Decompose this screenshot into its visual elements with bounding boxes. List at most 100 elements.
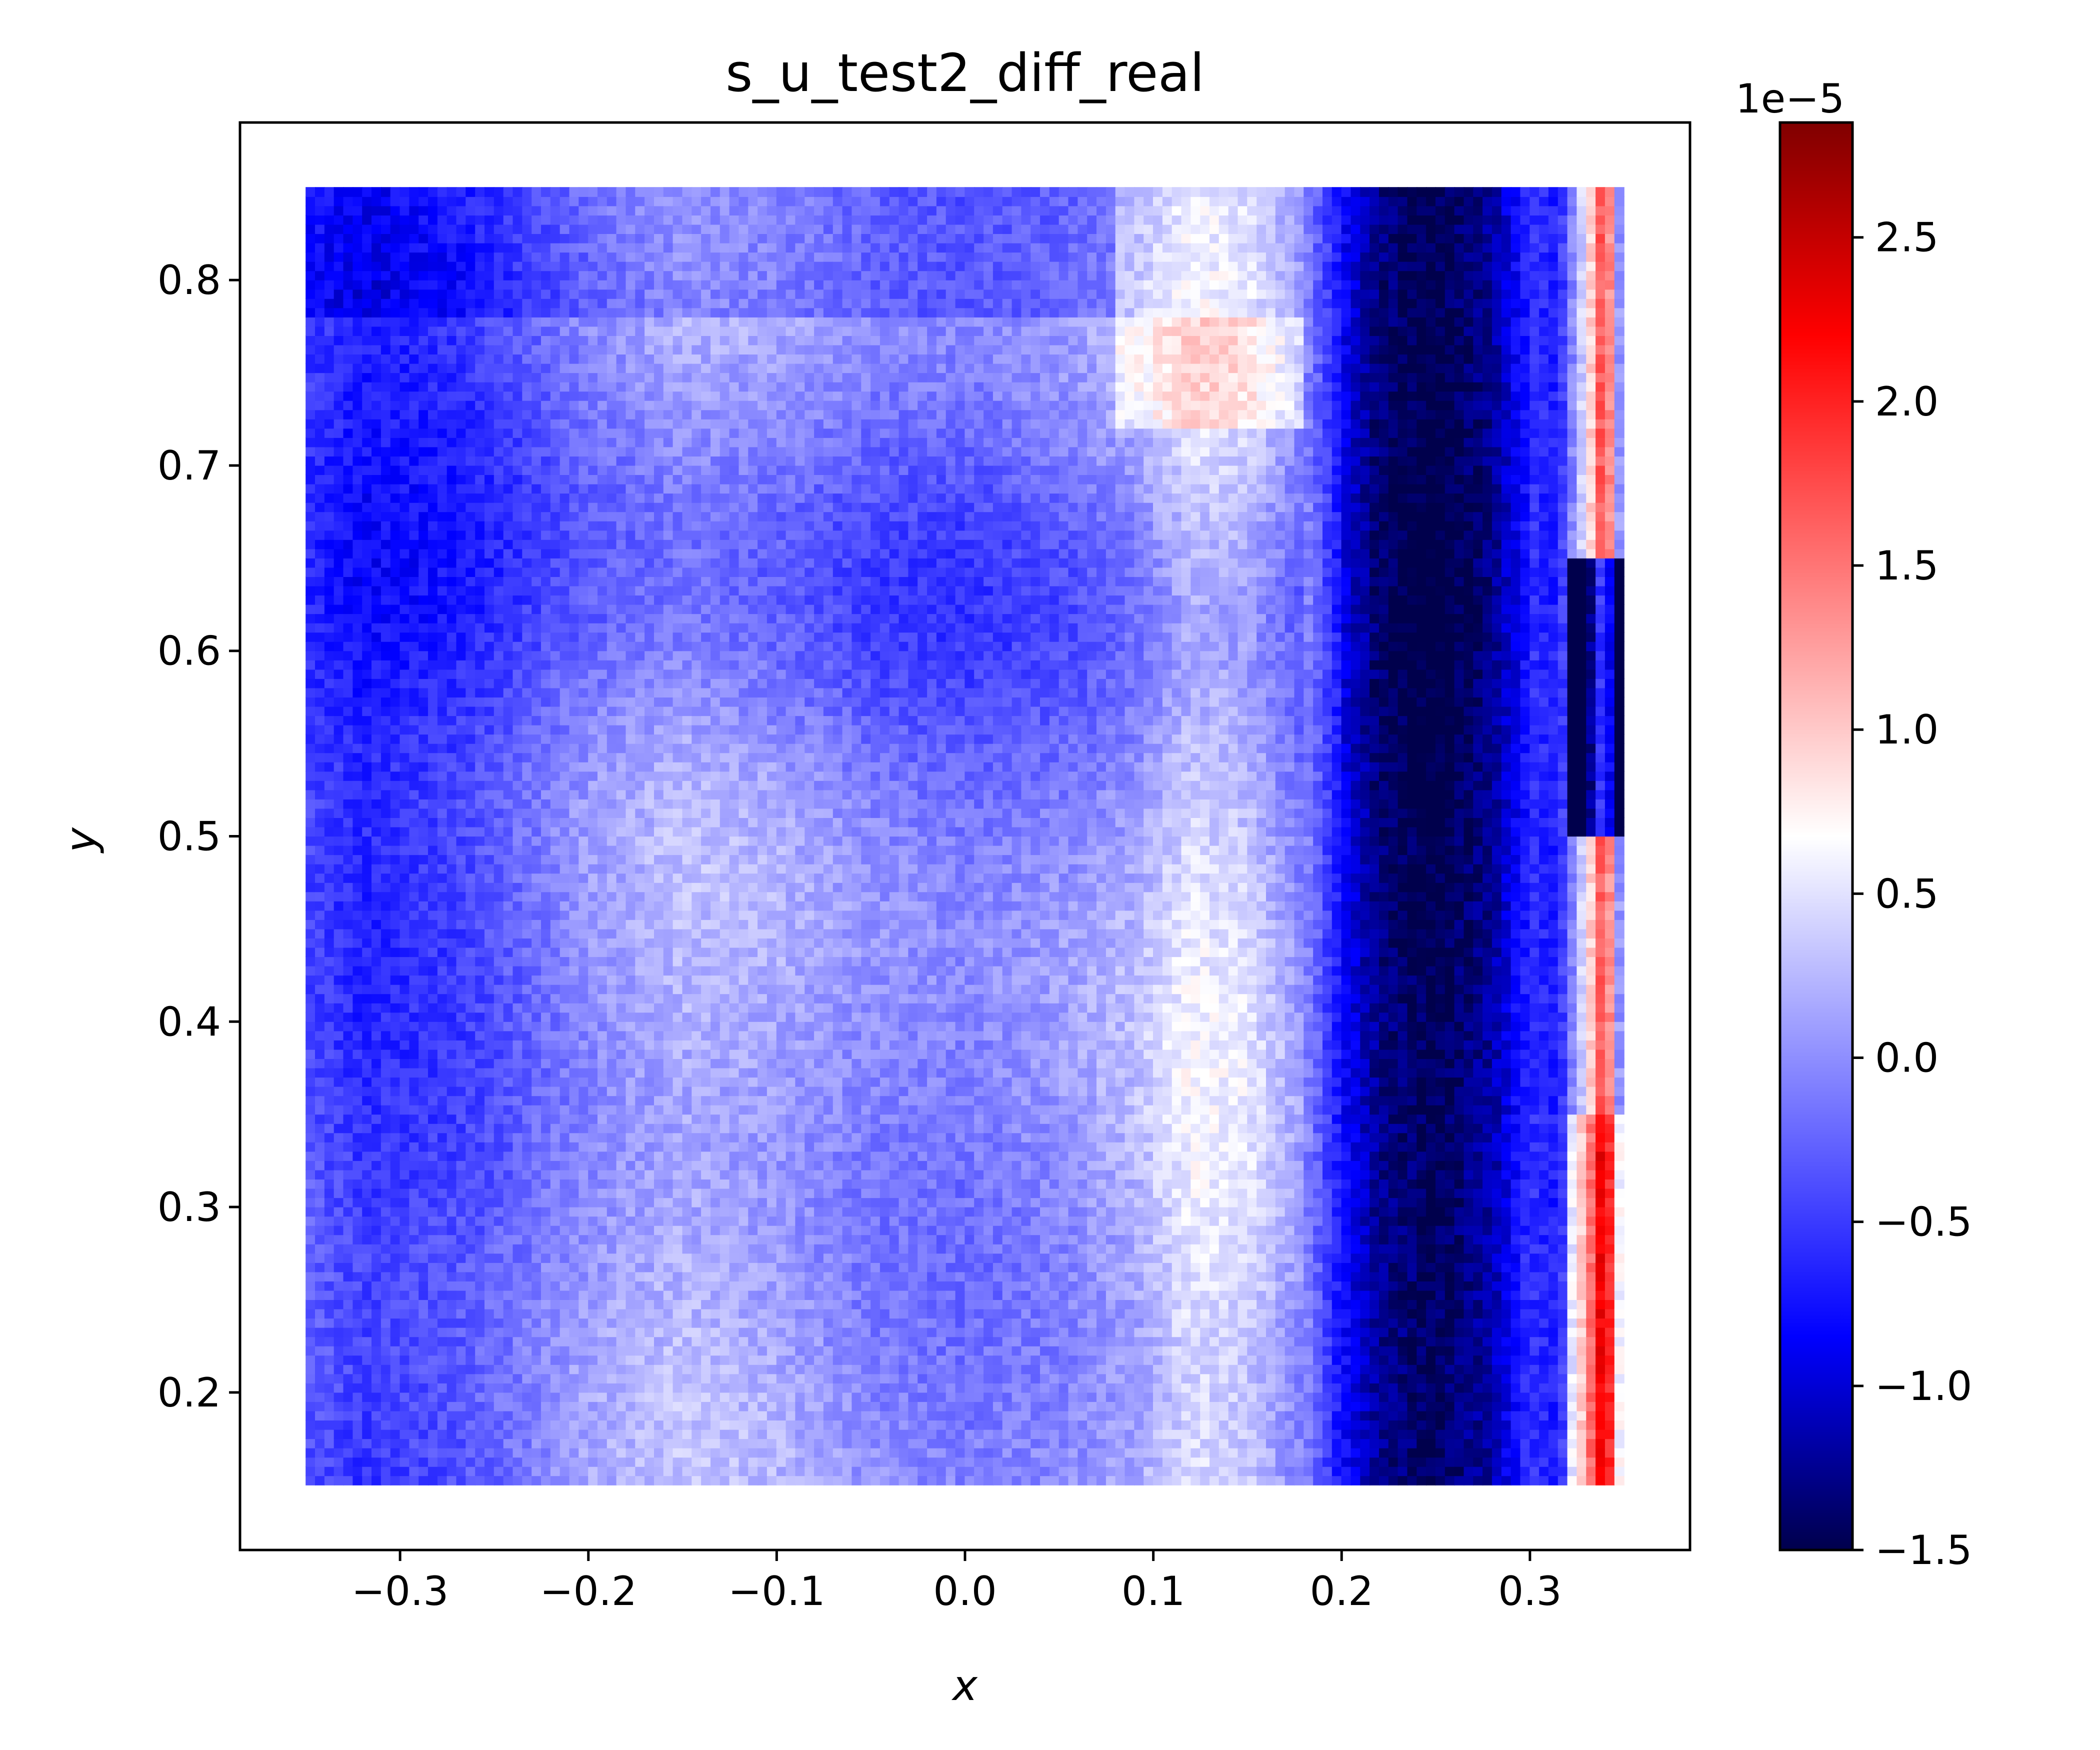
heatmap-cell (550, 975, 560, 985)
heatmap-cell (446, 1151, 457, 1161)
heatmap-cell (390, 1290, 400, 1300)
heatmap-cell (626, 530, 636, 540)
heatmap-cell (400, 1132, 410, 1142)
heatmap-cell (437, 233, 448, 244)
heatmap-cell (372, 919, 382, 930)
heatmap-cell (569, 428, 580, 438)
heatmap-cell (503, 437, 514, 448)
heatmap-cell (437, 1318, 448, 1328)
heatmap-cell (512, 410, 523, 420)
heatmap-cell (503, 1244, 514, 1254)
heatmap-cell (626, 214, 636, 225)
heatmap-cell (409, 1030, 420, 1040)
heatmap-cell (428, 817, 438, 828)
heatmap-cell (475, 289, 486, 299)
heatmap-cell (503, 1188, 514, 1198)
heatmap-cell (409, 1216, 420, 1226)
heatmap-cell (475, 752, 486, 762)
heatmap-cell (541, 817, 551, 828)
heatmap-cell (306, 1170, 316, 1180)
heatmap-cell (466, 335, 476, 346)
heatmap-cell (362, 261, 372, 272)
heatmap-cell (598, 650, 608, 660)
heatmap-cell (550, 1420, 560, 1430)
heatmap-cell (343, 900, 354, 911)
heatmap-cell (626, 1096, 636, 1106)
heatmap-cell (428, 1420, 438, 1430)
heatmap-cell (324, 418, 334, 429)
heatmap-cell (475, 280, 486, 290)
heatmap-cell (512, 614, 523, 624)
heatmap-cell (428, 1216, 438, 1226)
heatmap-cell (532, 576, 542, 586)
heatmap-cell (606, 1151, 617, 1161)
heatmap-cell (306, 1364, 316, 1374)
heatmap-cell (400, 660, 410, 670)
heatmap-cell (400, 474, 410, 484)
heatmap-cell (541, 1206, 551, 1217)
heatmap-cell (466, 1392, 476, 1402)
heatmap-cell (409, 696, 420, 707)
heatmap-cell (541, 956, 551, 966)
heatmap-cell (626, 1058, 636, 1068)
heatmap-cell (315, 418, 325, 429)
heatmap-cell (390, 696, 400, 707)
heatmap-cell (569, 1272, 580, 1282)
heatmap-cell (418, 289, 429, 299)
heatmap-cell (475, 1216, 486, 1226)
heatmap-cell (569, 1030, 580, 1040)
heatmap-cell (390, 1030, 400, 1040)
heatmap-cell (494, 326, 504, 336)
heatmap-cell (334, 798, 344, 809)
heatmap-cell (352, 1178, 363, 1189)
heatmap-cell (306, 780, 316, 790)
heatmap-cell (560, 1040, 570, 1050)
heatmap-cell (626, 400, 636, 410)
heatmap-cell (550, 512, 560, 522)
heatmap-cell (626, 947, 636, 958)
heatmap-cell (352, 650, 363, 660)
heatmap-cell (380, 826, 391, 837)
heatmap-cell (437, 437, 448, 448)
heatmap-cell (606, 1104, 617, 1115)
heatmap-cell (560, 1457, 570, 1467)
heatmap-cell (494, 576, 504, 586)
heatmap-cell (409, 437, 420, 448)
heatmap-cell (380, 446, 391, 456)
heatmap-cell (503, 678, 514, 688)
heatmap-cell (494, 845, 504, 856)
heatmap-cell (437, 1021, 448, 1032)
heatmap-cell (598, 391, 608, 401)
heatmap-cell (532, 956, 542, 966)
heatmap-cell (484, 947, 494, 958)
heatmap-cell (437, 1142, 448, 1152)
heatmap-cell (343, 1429, 354, 1440)
heatmap-cell (315, 882, 325, 892)
heatmap-cell (635, 1197, 646, 1208)
heatmap-cell (484, 845, 494, 856)
heatmap-cell (390, 1197, 400, 1208)
heatmap-cell (466, 270, 476, 280)
heatmap-cell (324, 1392, 334, 1402)
heatmap-cell (588, 845, 598, 856)
heatmap-cell (315, 845, 325, 856)
heatmap-cell (390, 1123, 400, 1134)
heatmap-cell (343, 252, 354, 262)
heatmap-cell (400, 1429, 410, 1440)
heatmap-cell (598, 984, 608, 994)
heatmap-cell (324, 242, 334, 253)
heatmap-cell (390, 1012, 400, 1022)
heatmap-cell (428, 1392, 438, 1402)
heatmap-cell (437, 289, 448, 299)
heatmap-cell (400, 678, 410, 688)
heatmap-cell (380, 604, 391, 614)
heatmap-cell (390, 864, 400, 874)
heatmap-cell (522, 1308, 532, 1319)
heatmap-cell (428, 1466, 438, 1476)
heatmap-cell (569, 650, 580, 660)
heatmap-cell (372, 594, 382, 605)
heatmap-cell (380, 1429, 391, 1440)
heatmap-cell (626, 502, 636, 512)
heatmap-cell (578, 1466, 589, 1476)
heatmap-cell (541, 1234, 551, 1244)
